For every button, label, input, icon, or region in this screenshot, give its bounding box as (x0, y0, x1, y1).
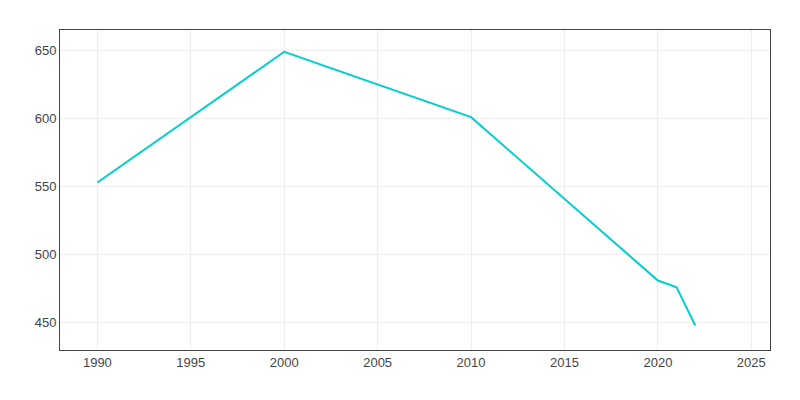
svg-text:450: 450 (35, 315, 57, 330)
svg-text:2005: 2005 (363, 355, 392, 370)
svg-text:2025: 2025 (737, 355, 766, 370)
svg-text:600: 600 (35, 111, 57, 126)
svg-text:2010: 2010 (457, 355, 486, 370)
svg-text:2020: 2020 (643, 355, 672, 370)
svg-text:1990: 1990 (83, 355, 112, 370)
svg-text:550: 550 (35, 179, 57, 194)
svg-text:500: 500 (35, 247, 57, 262)
svg-text:2000: 2000 (270, 355, 299, 370)
svg-text:1995: 1995 (176, 355, 205, 370)
svg-text:2015: 2015 (550, 355, 579, 370)
svg-text:650: 650 (35, 43, 57, 58)
